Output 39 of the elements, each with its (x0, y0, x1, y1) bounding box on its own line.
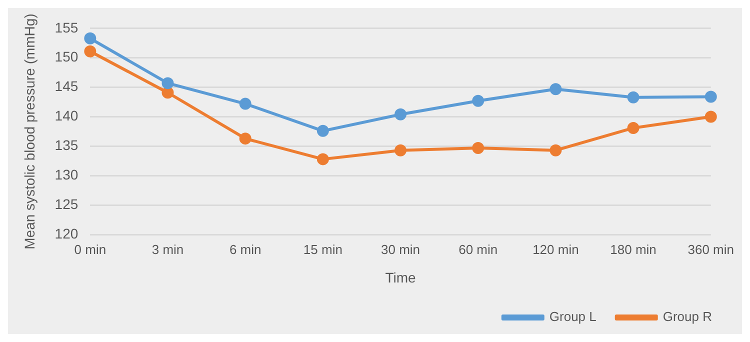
x-tick-label: 30 min (381, 242, 420, 257)
point (550, 144, 562, 156)
y-axis-title: Mean systolic blood pressure (mmHg) (21, 14, 38, 250)
point (627, 91, 640, 104)
y-tick-label: 120 (54, 225, 78, 242)
y-tick-label: 150 (54, 48, 78, 65)
y-tick-label: 125 (54, 196, 78, 212)
x-tick-label: 180 min (610, 242, 656, 257)
y-tick-label: 155 (54, 19, 78, 36)
point (627, 122, 640, 134)
point (239, 132, 252, 145)
point (316, 124, 329, 137)
point (84, 32, 96, 44)
point (704, 90, 717, 103)
point (472, 142, 484, 154)
x-tick-label: 3 min (152, 242, 184, 257)
y-tick-label: 140 (54, 108, 78, 124)
point (162, 77, 174, 90)
point (162, 86, 174, 99)
point (84, 45, 96, 58)
legend-label: Group R (662, 309, 712, 324)
point (316, 153, 329, 166)
y-tick-label: 145 (54, 78, 78, 94)
x-tick-label: 120 min (532, 242, 579, 257)
point (394, 108, 407, 120)
legend-label: Group L (549, 309, 596, 324)
x-tick-label: 15 min (303, 242, 342, 257)
point (550, 83, 562, 96)
point (239, 98, 252, 110)
point (472, 94, 484, 107)
y-tick-label: 135 (54, 137, 78, 154)
point (704, 110, 717, 123)
point (394, 144, 407, 156)
x-tick-label: 6 min (229, 242, 262, 257)
x-tick-label: 60 min (458, 242, 498, 257)
x-tick-label: 360 min (688, 242, 734, 257)
x-axis-title: Time (385, 269, 416, 286)
x-tick-label: 0 min (74, 242, 106, 257)
y-tick-label: 130 (54, 166, 78, 183)
